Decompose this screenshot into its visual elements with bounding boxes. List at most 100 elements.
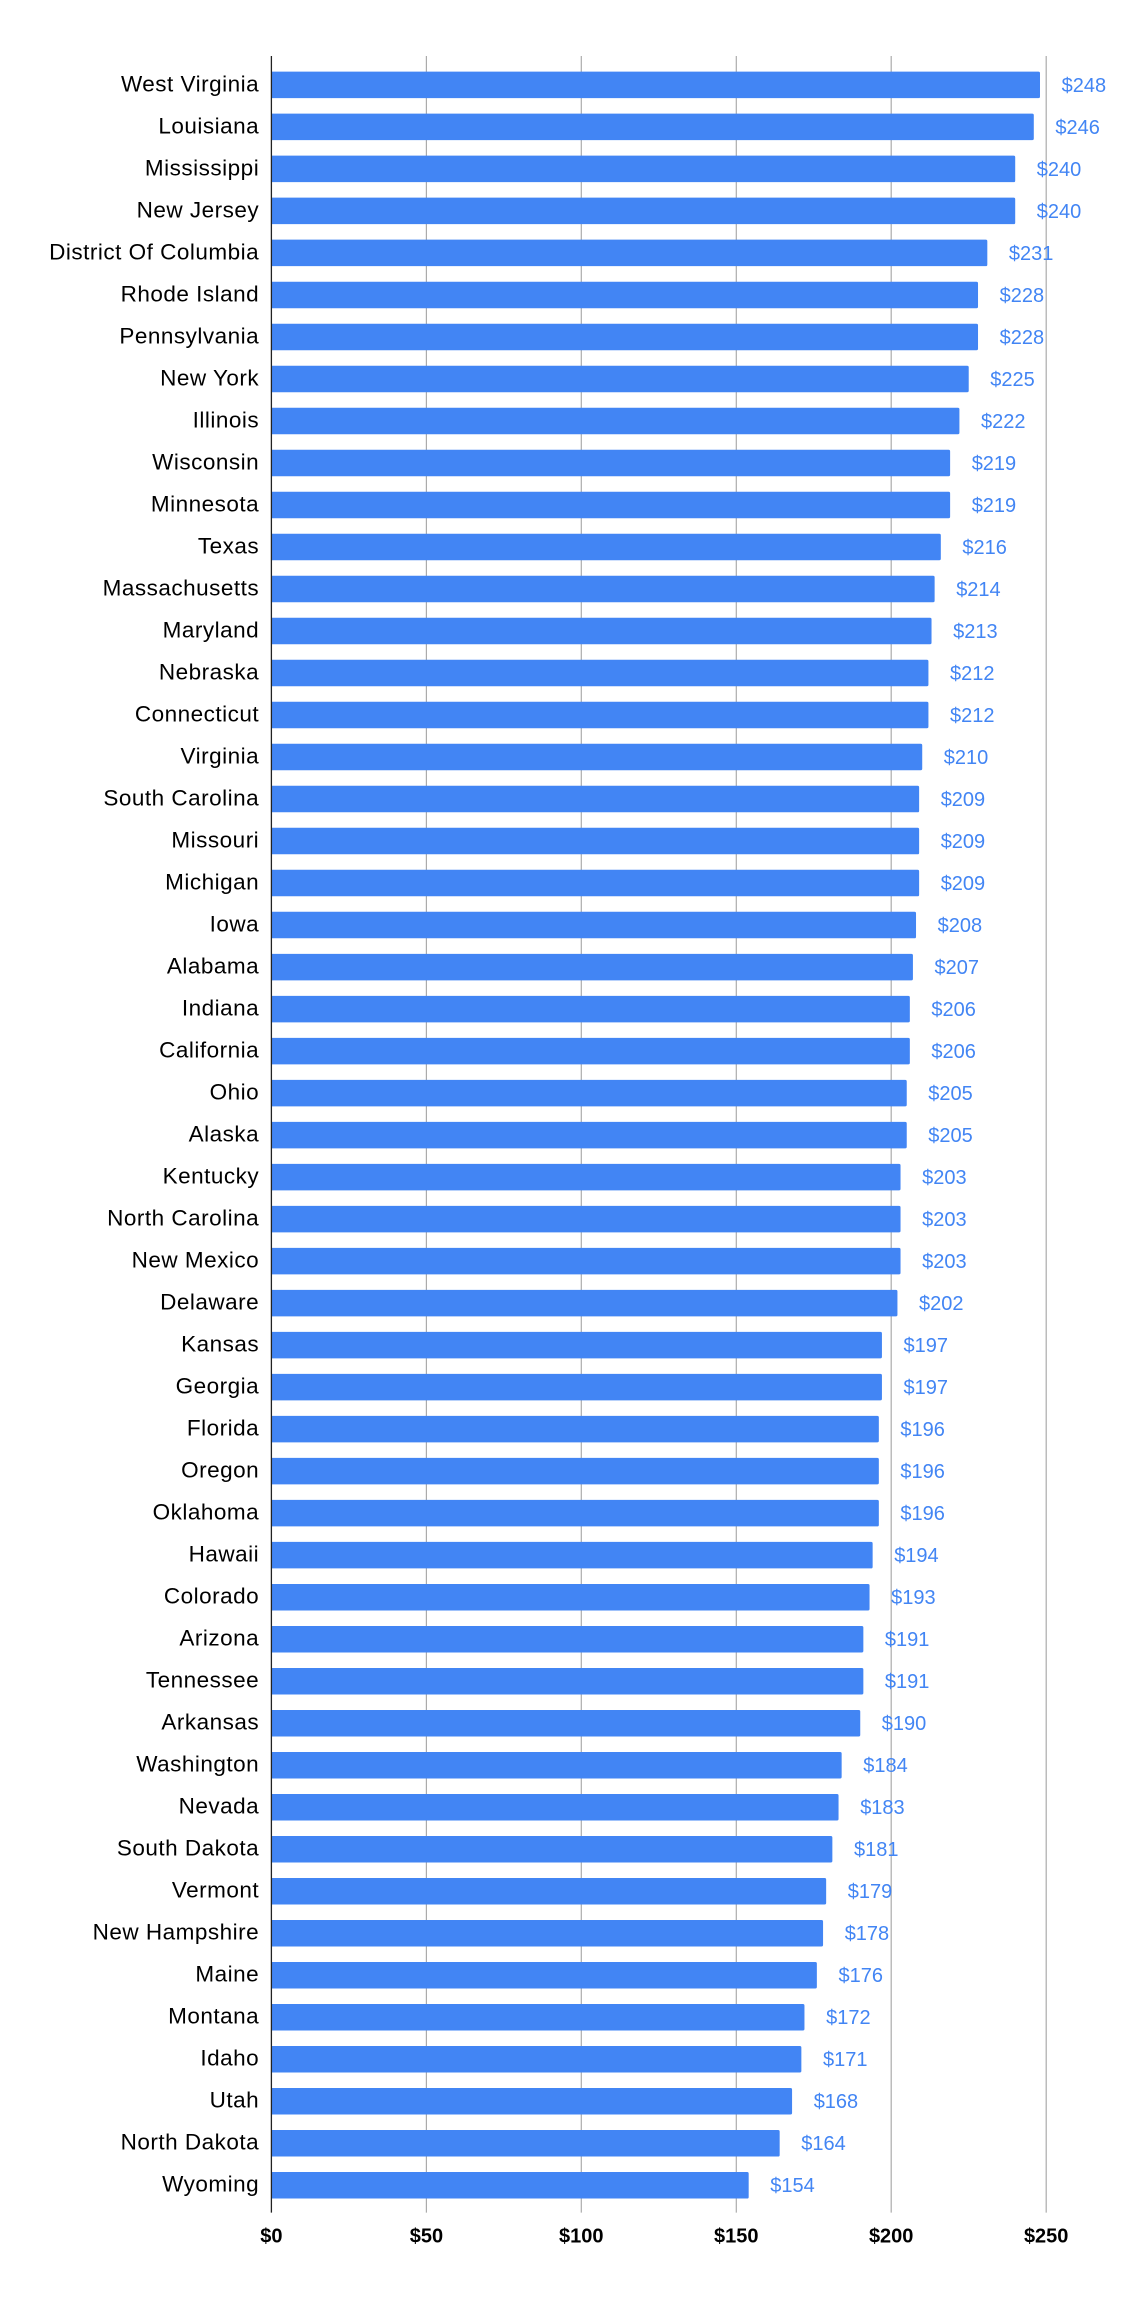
svg-text:$219: $219 <box>972 495 1017 517</box>
svg-text:$206: $206 <box>931 999 976 1021</box>
svg-text:Hawaii: Hawaii <box>189 1542 260 1567</box>
svg-text:$196: $196 <box>900 1503 945 1525</box>
svg-text:Florida: Florida <box>187 1416 259 1441</box>
svg-text:Maine: Maine <box>195 1962 259 1987</box>
svg-text:Oklahoma: Oklahoma <box>153 1500 260 1525</box>
svg-text:$206: $206 <box>931 1041 976 1063</box>
svg-text:$205: $205 <box>928 1083 973 1105</box>
svg-text:Indiana: Indiana <box>182 995 259 1020</box>
svg-text:$240: $240 <box>1037 201 1082 223</box>
svg-text:Alabama: Alabama <box>167 953 259 978</box>
svg-text:Missouri: Missouri <box>171 827 259 852</box>
svg-text:$100: $100 <box>559 2226 604 2248</box>
svg-text:$181: $181 <box>854 1839 899 1861</box>
svg-text:$190: $190 <box>882 1713 927 1735</box>
svg-text:$240: $240 <box>1037 159 1082 181</box>
svg-text:$196: $196 <box>900 1461 945 1483</box>
svg-text:$250: $250 <box>1024 2226 1069 2248</box>
svg-text:$172: $172 <box>826 2007 871 2029</box>
svg-text:New Mexico: New Mexico <box>132 1248 260 1273</box>
svg-text:Colorado: Colorado <box>164 1584 259 1609</box>
svg-text:$225: $225 <box>990 369 1035 391</box>
svg-text:$200: $200 <box>869 2226 914 2248</box>
svg-text:$222: $222 <box>981 411 1026 433</box>
svg-text:$219: $219 <box>972 453 1017 475</box>
svg-text:Georgia: Georgia <box>176 1374 260 1399</box>
svg-text:Arkansas: Arkansas <box>161 1710 259 1735</box>
svg-text:$205: $205 <box>928 1125 973 1147</box>
svg-text:$150: $150 <box>714 2226 759 2248</box>
svg-text:Iowa: Iowa <box>210 911 260 936</box>
svg-text:$183: $183 <box>860 1797 905 1819</box>
svg-text:$212: $212 <box>950 663 995 685</box>
svg-text:Texas: Texas <box>198 533 259 558</box>
svg-text:North Dakota: North Dakota <box>121 2130 260 2155</box>
svg-text:$0: $0 <box>260 2226 282 2248</box>
svg-text:$203: $203 <box>922 1251 967 1273</box>
svg-text:New Hampshire: New Hampshire <box>93 1920 260 1945</box>
svg-text:$154: $154 <box>770 2175 815 2197</box>
svg-text:$191: $191 <box>885 1629 930 1651</box>
svg-text:Maryland: Maryland <box>163 617 260 642</box>
svg-text:$184: $184 <box>863 1755 908 1777</box>
svg-text:$209: $209 <box>941 789 986 811</box>
svg-text:$203: $203 <box>922 1167 967 1189</box>
svg-text:Nebraska: Nebraska <box>159 659 259 684</box>
svg-text:$202: $202 <box>919 1293 964 1315</box>
svg-text:$168: $168 <box>814 2091 859 2113</box>
svg-text:Wisconsin: Wisconsin <box>152 449 259 474</box>
svg-text:$228: $228 <box>1000 285 1045 307</box>
svg-text:$216: $216 <box>962 537 1007 559</box>
svg-text:South Carolina: South Carolina <box>103 785 259 810</box>
svg-text:Minnesota: Minnesota <box>151 491 259 516</box>
svg-text:Tennessee: Tennessee <box>146 1668 259 1693</box>
svg-text:$50: $50 <box>410 2226 443 2248</box>
svg-text:$246: $246 <box>1055 117 1100 139</box>
svg-text:$207: $207 <box>935 957 980 979</box>
svg-text:South Dakota: South Dakota <box>117 1836 259 1861</box>
svg-text:Washington: Washington <box>136 1752 259 1777</box>
svg-text:$178: $178 <box>845 1923 890 1945</box>
svg-text:Kansas: Kansas <box>181 1332 259 1357</box>
svg-text:Michigan: Michigan <box>165 869 259 894</box>
svg-text:$176: $176 <box>839 1965 884 1987</box>
svg-text:$209: $209 <box>941 873 986 895</box>
svg-text:$179: $179 <box>848 1881 893 1903</box>
svg-text:$171: $171 <box>823 2049 868 2071</box>
svg-text:$228: $228 <box>1000 327 1045 349</box>
svg-text:New York: New York <box>160 365 259 390</box>
svg-text:Virginia: Virginia <box>181 743 260 768</box>
svg-text:$197: $197 <box>904 1335 949 1357</box>
svg-text:Connecticut: Connecticut <box>135 701 260 726</box>
svg-text:Idaho: Idaho <box>200 2046 259 2071</box>
svg-text:Nevada: Nevada <box>179 1794 260 1819</box>
svg-text:Kentucky: Kentucky <box>163 1164 260 1189</box>
svg-text:Pennsylvania: Pennsylvania <box>119 323 259 348</box>
svg-text:$197: $197 <box>904 1377 949 1399</box>
svg-text:Louisiana: Louisiana <box>158 113 259 138</box>
svg-text:$210: $210 <box>944 747 989 769</box>
svg-text:$194: $194 <box>894 1545 939 1567</box>
svg-text:New Jersey: New Jersey <box>137 197 260 222</box>
svg-text:$248: $248 <box>1062 75 1107 97</box>
svg-text:$212: $212 <box>950 705 995 727</box>
svg-text:West Virginia: West Virginia <box>121 71 259 96</box>
svg-text:Montana: Montana <box>168 2004 259 2029</box>
svg-text:$209: $209 <box>941 831 986 853</box>
svg-text:$213: $213 <box>953 621 998 643</box>
svg-text:Utah: Utah <box>210 2088 260 2113</box>
svg-text:$231: $231 <box>1009 243 1054 265</box>
svg-text:District Of Columbia: District Of Columbia <box>49 239 259 264</box>
svg-text:Ohio: Ohio <box>210 1079 260 1104</box>
svg-text:$191: $191 <box>885 1671 930 1693</box>
svg-text:Illinois: Illinois <box>193 407 260 432</box>
svg-text:Massachusetts: Massachusetts <box>103 575 260 600</box>
svg-text:Mississippi: Mississippi <box>145 155 259 180</box>
svg-text:Vermont: Vermont <box>172 1878 260 1903</box>
svg-text:California: California <box>159 1037 259 1062</box>
svg-text:$193: $193 <box>891 1587 936 1609</box>
svg-text:$214: $214 <box>956 579 1001 601</box>
svg-text:$196: $196 <box>900 1419 945 1441</box>
svg-text:Wyoming: Wyoming <box>162 2172 259 2197</box>
svg-text:$208: $208 <box>938 915 983 937</box>
